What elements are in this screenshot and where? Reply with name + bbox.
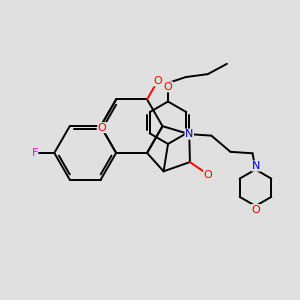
Text: O: O [98,123,106,133]
Text: O: O [164,82,172,92]
Text: O: O [153,76,162,86]
Text: O: O [251,205,260,214]
Text: N: N [252,161,260,171]
Text: N: N [185,129,194,139]
Text: F: F [32,148,38,158]
Text: O: O [204,169,212,180]
